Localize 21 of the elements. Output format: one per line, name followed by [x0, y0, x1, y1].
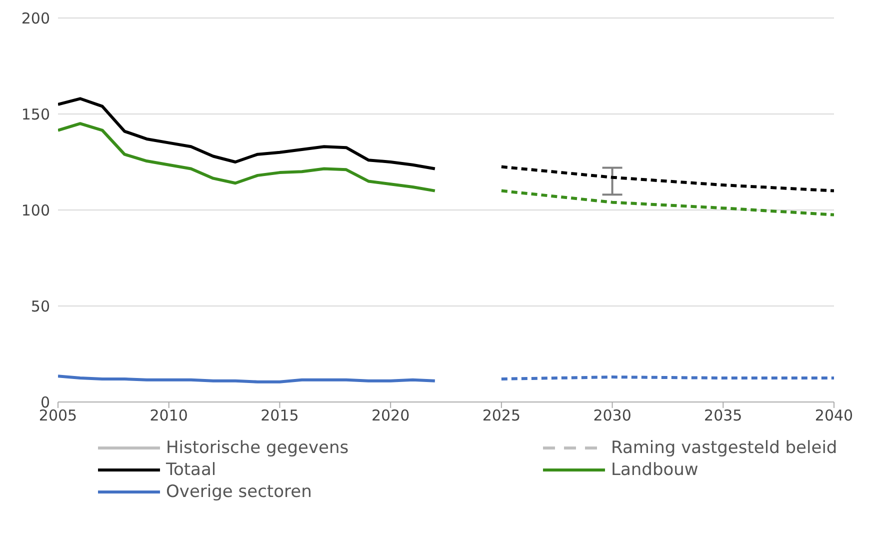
line-series: [500, 189, 834, 216]
y-tick-label: 50: [30, 297, 50, 316]
legend-label: Historische gegevens: [166, 438, 349, 458]
line-series: [500, 165, 834, 192]
legend-label: Totaal: [166, 460, 216, 480]
x-tick-label: 2010: [150, 406, 188, 425]
y-tick-label: 200: [21, 9, 50, 28]
x-tick-label: 2005: [38, 406, 78, 425]
x-tick-label: 2030: [593, 406, 632, 425]
line-series: [58, 122, 436, 192]
legend-label: Landbouw: [611, 460, 698, 480]
x-tick-label: 2025: [482, 406, 521, 425]
line-series: [58, 97, 436, 170]
y-tick-label: 100: [21, 201, 50, 220]
x-tick-label: 2040: [814, 406, 854, 425]
x-tick-label: 2015: [260, 406, 299, 425]
x-tick-label: 2020: [371, 406, 410, 425]
legend-label: Overige sectoren: [166, 482, 312, 502]
y-tick-label: 150: [21, 105, 50, 124]
x-tick-label: 2035: [704, 406, 742, 425]
legend-label: Raming vastgesteld beleid: [611, 438, 838, 458]
